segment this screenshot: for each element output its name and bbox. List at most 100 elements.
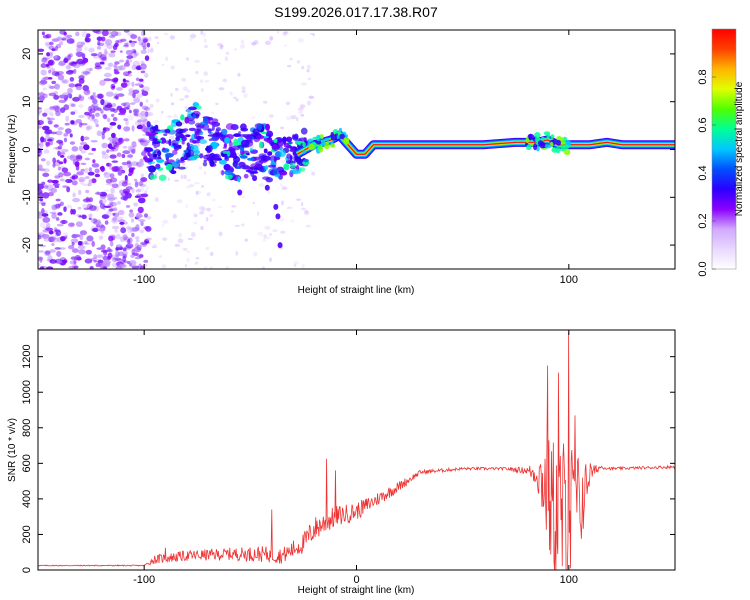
spectrogram-y-ticks: -20 -10 0 10 20 xyxy=(21,48,675,253)
spectrogram-noise-blob xyxy=(120,82,128,88)
spectrogram-noise-blob xyxy=(59,257,67,262)
spectrogram-cluster-blob xyxy=(283,142,290,148)
spectrogram-noise-blob xyxy=(143,226,149,230)
spectrogram-noise-blob xyxy=(89,67,93,72)
spectrogram-faint-blob xyxy=(200,30,203,35)
spectrogram-noise-blob xyxy=(73,234,81,238)
spectrogram-noise-blob xyxy=(138,78,144,82)
spectrogram-noise-blob xyxy=(117,112,126,116)
spectrogram-noise-blob xyxy=(61,219,66,225)
spectrogram-noise-blob xyxy=(70,111,76,115)
spectrogram-noise-blob xyxy=(139,183,147,188)
spectrogram-noise-blob xyxy=(96,93,103,99)
spectrogram-noise-blob xyxy=(120,227,127,234)
spectrogram-noise-blob xyxy=(55,110,61,117)
spectrogram-noise-blob xyxy=(131,125,135,132)
spectrogram-ridge-blob xyxy=(332,128,339,135)
spectrogram-noise-blob xyxy=(95,262,101,268)
spectrogram-noise-blob xyxy=(59,166,65,170)
spectrogram-cluster-blob xyxy=(215,131,221,138)
spectrogram-cluster-blob xyxy=(249,148,253,152)
spectrogram-noise-blob xyxy=(126,58,133,64)
spectrogram-faint-blob xyxy=(184,263,188,268)
snr-x-tick-label: -100 xyxy=(133,574,155,586)
spectrogram-noise-blob xyxy=(57,212,63,216)
spectrogram-faint-blob xyxy=(186,179,191,182)
spectrogram-cluster-blob xyxy=(175,158,180,165)
spectrogram-noise-blob xyxy=(128,260,137,266)
spectrogram-noise-blob xyxy=(78,121,83,128)
spectrogram-cluster-blob xyxy=(250,170,255,178)
snr-x-ticks: -100 0 100 xyxy=(133,330,578,586)
spectrogram-noise-blob xyxy=(78,95,85,102)
spectrogram-noise-blob xyxy=(117,219,126,223)
spectrogram-faint-blob xyxy=(284,44,288,47)
spectrogram-noise-blob xyxy=(92,92,96,96)
spectrogram-noise-blob xyxy=(45,133,50,140)
colorbar-tick-label: 0.2 xyxy=(697,213,709,228)
spectrogram-faint-blob xyxy=(240,39,245,45)
spectrogram-faint-blob xyxy=(154,36,159,40)
spectrogram-noise-blob xyxy=(105,50,109,55)
snr-background xyxy=(38,330,675,570)
spectrogram-noise-blob xyxy=(91,228,98,232)
spectrogram-faint-blob xyxy=(306,69,310,73)
spectrogram-faint-blob xyxy=(146,185,149,191)
spectrogram-noise-blob xyxy=(49,85,55,89)
spectrogram-noise-blob xyxy=(112,216,117,222)
spectrogram-noise-blob xyxy=(92,54,101,59)
spectrogram-noise-blob xyxy=(79,230,87,236)
spectrogram-noise-blob xyxy=(40,69,47,76)
spectrogram-ridge-blob xyxy=(533,143,538,151)
spectrogram-noise-blob xyxy=(42,93,48,99)
spectrogram-faint-blob xyxy=(195,70,199,75)
spectrogram-faint-blob xyxy=(184,106,188,109)
spectrogram-noise-blob xyxy=(83,144,90,151)
spectrogram-noise-blob xyxy=(78,215,82,218)
spectrogram-noise-blob xyxy=(123,126,131,132)
spectrogram-faint-blob xyxy=(265,236,271,239)
spectrogram-noise-blob xyxy=(49,106,57,111)
spectrogram-faint-blob xyxy=(173,114,178,119)
spectrogram-noise-blob xyxy=(39,198,44,202)
spectrogram-cluster-blob xyxy=(192,155,200,158)
spectrogram-noise-blob xyxy=(115,266,123,269)
spectrogram-noise-blob xyxy=(121,250,128,257)
spectrogram-faint-blob xyxy=(280,126,284,130)
spectrogram-noise-blob xyxy=(123,101,131,109)
spectrogram-noise-blob xyxy=(121,153,126,159)
spectrogram-noise-blob xyxy=(142,123,146,127)
spectrogram-noise-blob xyxy=(130,254,135,258)
spectrogram-noise-blob xyxy=(89,108,96,114)
spectrogram-noise-blob xyxy=(77,245,86,250)
spectrogram-cluster-blob xyxy=(203,154,209,160)
spectrogram-noise-blob xyxy=(136,161,142,168)
spectrogram-faint-blob xyxy=(200,79,204,83)
spectrogram-noise-blob xyxy=(97,227,106,232)
spectrogram-noise-blob xyxy=(49,117,55,121)
spectrogram-noise-blob xyxy=(138,140,146,143)
spectrogram-faint-blob xyxy=(180,174,183,180)
spectrogram-faint-blob xyxy=(198,205,205,211)
spectrogram-y-tick-label: 0 xyxy=(21,146,33,152)
spectrogram-noise-blob xyxy=(134,181,139,188)
spectrogram-noise-blob xyxy=(90,53,98,57)
spectrogram-faint-blob xyxy=(276,31,280,34)
spectrogram-noise-blob xyxy=(42,192,50,199)
spectrogram-faint-blob xyxy=(161,63,165,67)
colorbar-label: Normalized spectral amplitude xyxy=(734,81,745,216)
spectrogram-noise-blob xyxy=(86,235,94,242)
spectrogram-cluster-blob xyxy=(295,140,302,144)
spectrogram-cluster-blob xyxy=(175,136,181,142)
spectrogram-noise-blob xyxy=(67,222,75,228)
spectrogram-cluster-blob xyxy=(262,176,271,180)
spectrogram-noise-blob xyxy=(38,95,45,102)
spectrogram-noise-blob xyxy=(70,103,76,107)
spectrogram-noise-blob xyxy=(72,197,81,203)
spectrogram-noise-blob xyxy=(77,240,83,246)
spectrogram-faint-blob xyxy=(144,44,148,48)
spectrogram-faint-blob xyxy=(198,165,202,170)
spectrogram-noise-blob xyxy=(58,141,64,146)
spectrogram-noise-blob xyxy=(130,102,136,105)
spectrogram-noise-blob xyxy=(69,76,75,82)
